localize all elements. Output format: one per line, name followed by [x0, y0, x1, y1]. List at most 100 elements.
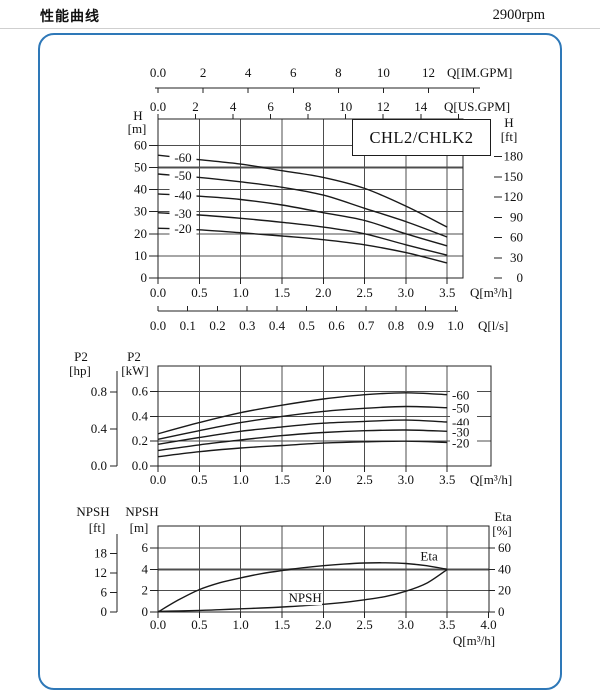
im-gpm-tick-label: 10 [377, 65, 390, 80]
m3h-tick-label: 2.0 [315, 285, 331, 300]
m3h-tick-label: 1.5 [274, 285, 290, 300]
npsh-ft-tick-label: 6 [101, 585, 108, 600]
kw-tick-label: 0.2 [132, 433, 148, 448]
m3h-tick-label: 3.5 [439, 285, 455, 300]
ft-tick-label: 90 [510, 209, 523, 224]
y-tick-label: 40 [134, 182, 147, 197]
npsh-m-tick-label: 6 [142, 540, 149, 555]
hq-curve-label-30: -30 [174, 206, 191, 221]
y-tick-label: 20 [134, 226, 147, 241]
hq-curve-label-30-bg [169, 207, 197, 222]
ft-tick-label: 150 [504, 169, 524, 184]
ls-tick-label: 0.8 [388, 318, 404, 333]
p2-curve-label-60-bg [450, 388, 477, 403]
im-gpm-tick-label: 4 [245, 65, 252, 80]
y-axis-unit-ft: [ft] [501, 129, 518, 144]
ft-tick-label: 0 [517, 270, 524, 285]
ls-tick-label: 0.9 [418, 318, 434, 333]
m3h-tick-label: 1.5 [274, 472, 290, 487]
p2-curve-60 [157, 392, 448, 435]
kw-tick-label: 0.0 [132, 458, 148, 473]
ls-tick-label: 0.0 [150, 318, 166, 333]
m3h-tick-label: 2.0 [315, 617, 331, 632]
p2-curve-label-20: -20 [452, 435, 469, 450]
hq-curve-20 [157, 227, 448, 264]
us-gpm-tick-label: 12 [377, 99, 390, 114]
y-axis-name-h: H [133, 108, 142, 123]
hq-curve-label-20: -20 [174, 221, 191, 236]
hq-curve-label-50: -50 [174, 168, 191, 183]
eta-curve-label-bg [415, 549, 443, 564]
hq-curve-30 [157, 212, 448, 256]
npsh-ft-tick-label: 0 [101, 604, 108, 619]
p2-kw-unit: [kW] [121, 363, 148, 378]
p2-curve-label-50: -50 [452, 401, 469, 416]
p2-curve-label-20-bg [450, 436, 477, 451]
m3h-tick-label: 4.0 [480, 617, 496, 632]
m3h-axis-label: Q[m³/h] [470, 285, 512, 300]
model-label: CHL2/CHLK2 [369, 127, 474, 147]
eta-tick-label: 20 [498, 583, 511, 598]
hp-tick-label: 0.4 [91, 421, 108, 436]
y-tick-label: 10 [134, 248, 147, 263]
plot-border [157, 118, 464, 279]
hq-curve-label-60: -60 [174, 150, 191, 165]
m3h-tick-label: 0.0 [150, 472, 166, 487]
m3h-tick-label: 3.0 [398, 472, 414, 487]
hp-tick-label: 0.0 [91, 458, 107, 473]
m3h-tick-label: 1.0 [233, 617, 249, 632]
m3h-tick-label: 0.5 [191, 285, 207, 300]
ls-tick-label: 0.3 [239, 318, 255, 333]
m3h-tick-label: 3.0 [398, 285, 414, 300]
npsh-ft-tick-label: 18 [94, 546, 107, 561]
hq-curve-label-60-bg [169, 150, 197, 165]
p2-curve-40 [157, 419, 448, 445]
p2-curve-20 [157, 440, 448, 458]
y-tick-label: 30 [134, 204, 147, 219]
ls-tick-label: 0.6 [328, 318, 345, 333]
kw-tick-label: 0.6 [132, 384, 149, 399]
m3h-tick-label: 2.5 [356, 617, 372, 632]
npsh-curve-label: NPSH [288, 590, 321, 605]
p2-curve-label-60: -60 [452, 388, 469, 403]
ls-tick-label: 0.1 [180, 318, 196, 333]
m3h-tick-label: 3.0 [398, 617, 414, 632]
m3h-tick-label: 3.5 [439, 617, 455, 632]
ft-tick-label: 180 [504, 149, 524, 164]
m3h-tick-label: 2.5 [356, 285, 372, 300]
npsh-m-unit: [m] [130, 520, 149, 535]
m3h-tick-label: 0.5 [191, 472, 207, 487]
eta-tick-label: 40 [498, 561, 511, 576]
power-chart: 0.00.20.40.6P2[kW]0.00.40.8P2[hp]0.0 0.5 1… [69, 349, 512, 487]
p2-kw-name: P2 [127, 349, 141, 364]
us-gpm-axis-label: Q[US.GPM] [444, 99, 510, 114]
npsh-ft-unit: [ft] [89, 520, 106, 535]
m3h-tick-label: 2.0 [315, 472, 331, 487]
model-box: CHL2/CHLK2 [352, 119, 491, 156]
npsh-ft-tick-label: 12 [94, 565, 107, 580]
p2-hp-name: P2 [74, 349, 88, 364]
us-gpm-tick-label: 8 [305, 99, 312, 114]
p2-curve-30 [157, 429, 448, 452]
m3h-axis-label: Q[m³/h] [453, 633, 495, 648]
im-gpm-tick-label: 8 [335, 65, 342, 80]
p2-curve-label-50-bg [450, 401, 477, 416]
ls-tick-label: 0.2 [209, 318, 225, 333]
m3h-tick-label: 1.0 [233, 472, 249, 487]
ls-tick-label: 0.4 [269, 318, 286, 333]
npsh-curve-label-bg [288, 591, 323, 606]
im-gpm-axis-label: Q[IM.GPM] [447, 65, 512, 80]
m3h-tick-label: 1.5 [274, 617, 290, 632]
im-gpm-tick-label: 0.0 [150, 65, 166, 80]
hq-curve-label-50-bg [169, 169, 197, 184]
npsh-curve [157, 568, 448, 613]
eta-unit: [%] [492, 523, 512, 538]
ls-tick-label: 1.0 [447, 318, 463, 333]
im-gpm-tick-label: 6 [290, 65, 297, 80]
m3h-tick-label: 2.5 [356, 472, 372, 487]
us-gpm-tick-label: 6 [267, 99, 274, 114]
y-tick-label: 50 [134, 159, 147, 174]
ft-tick-label: 120 [504, 189, 524, 204]
